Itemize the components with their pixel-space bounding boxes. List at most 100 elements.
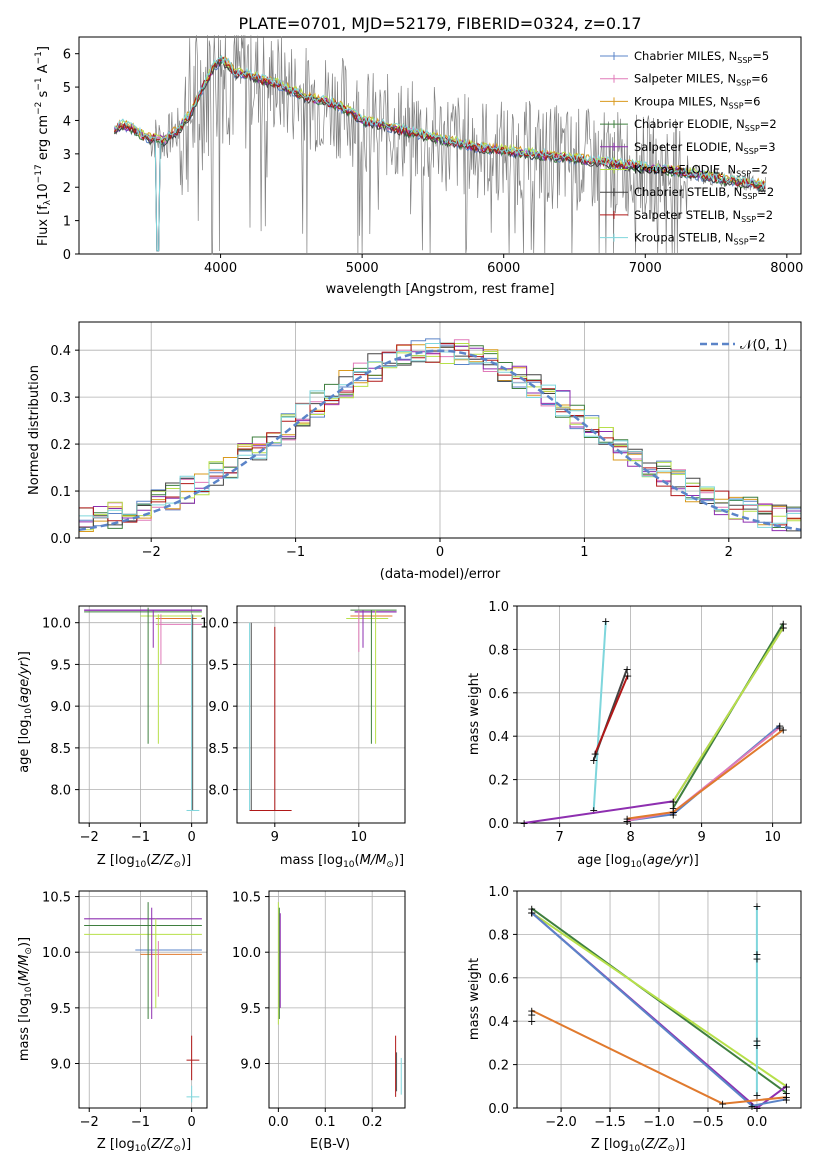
xtick-label: −1.0	[643, 1115, 675, 1130]
xtick-label: 9	[697, 830, 705, 845]
ytick-label: 10.5	[42, 891, 71, 906]
xtick-label: −2	[80, 830, 99, 845]
legend-entry-label: Chabrier MILES, N	[634, 49, 737, 63]
ytick-label: 10.5	[232, 891, 261, 906]
residuals-ticks: −2 −1 0 1 2 0.0 0.1 0.2 0.3 0.4	[50, 344, 733, 560]
mass-vs-ebv-panel: 0.0 0.1 0.2 9.0 9.5 10.0 10.5	[232, 890, 406, 1130]
xtick-label: 7	[555, 830, 563, 845]
ytick-label: 0.0	[488, 1102, 509, 1117]
spectrum-ylabel: Flux [fλ10−17 erg cm−2 s−1 A−1]	[34, 46, 53, 246]
weight-age-marker: +	[775, 719, 784, 732]
legend-entry-sub: SSP	[742, 192, 757, 201]
residuals-xlabel: (data-model)/error	[380, 567, 501, 582]
legend-entry-label: Kroupa ELODIE, N	[634, 163, 736, 177]
legend-entry-sub: SSP	[736, 79, 751, 88]
weight-age-series	[594, 675, 629, 754]
weight-Z-extra-marker: +	[752, 1035, 761, 1048]
age-vs-Z-panel: −2 −1 0 8.0 8.5 9.0 9.5 10.0	[42, 605, 208, 845]
weight-age-series	[523, 627, 785, 824]
weight-Z-marker: +	[752, 900, 761, 913]
residuals-gaussian	[78, 349, 802, 532]
legend-entry-sub: SSP	[736, 170, 751, 179]
legend-entry-tail: =2	[760, 117, 777, 131]
age-vs-Z-ylabel: age [log10(age/yr)]	[17, 651, 34, 773]
gaussian-curve	[78, 349, 802, 532]
xtick-label: −1	[131, 830, 150, 845]
weight-age-series	[592, 621, 607, 811]
xtick-label: 10	[764, 830, 781, 845]
weight-age-marker: +	[669, 806, 678, 819]
age-vs-Z-xlabel: Z [log10(Z/Z⊙)]	[97, 853, 191, 870]
ytick-label: 1.0	[488, 600, 509, 615]
weight-Z-series	[531, 911, 787, 1107]
weight-Z-extra-marker: +	[752, 948, 761, 961]
xtick-label: −0.5	[692, 1115, 724, 1130]
spectrum-ytick-label: 1	[63, 215, 71, 230]
weight-Z-extra-marker: +	[527, 1009, 536, 1022]
xtick-label: 0.0	[747, 1115, 768, 1130]
spectrum-ticks: 4000 5000 6000 7000 8000 0 1 2 3 4 5 6	[63, 48, 804, 276]
weight-age-marker: +	[775, 722, 784, 735]
legend-entry-label: Salpeter STELIB, N	[634, 208, 741, 222]
xtick-label: −1.5	[594, 1115, 626, 1130]
weight-age-marker: +	[779, 622, 788, 635]
weight-age-series	[672, 627, 785, 802]
mass-vs-Z-panel: −2 −1 0 9.0 9.5 10.0 10.5	[42, 890, 208, 1130]
weight-age-marker: +	[622, 663, 631, 676]
xtick-label: −2	[80, 1115, 99, 1130]
residuals-histogram	[78, 343, 801, 538]
weight-Z-marker: +	[752, 1089, 761, 1102]
spectrum-ytick-label: 3	[63, 148, 71, 163]
weight-Z-series	[531, 1009, 787, 1105]
ytick-label: 10.0	[42, 617, 71, 632]
weight-Z-marker: +	[782, 1087, 791, 1100]
xtick-label: 0	[187, 1115, 195, 1130]
ytick-label: 10.0	[232, 946, 261, 961]
weight-Z-extra-marker: +	[752, 952, 761, 965]
ytick-label: 0.6	[488, 972, 509, 987]
legend-entry: Kroupa ELODIE, NSSP=2	[634, 163, 768, 179]
legend-entry-label: Salpeter MILES, N	[634, 72, 736, 86]
gaussian-legend-label: 𝒩(0, 1)	[740, 338, 787, 353]
xtick-label: −2.0	[545, 1115, 577, 1130]
legend-entry-label: Salpeter ELODIE, N	[634, 140, 744, 154]
residuals-ytick-label: 0.1	[50, 485, 71, 500]
mass-vs-Z-ylabel: mass [log10(M/M⊙)]	[17, 937, 34, 1061]
weight-age-marker: +	[669, 808, 678, 821]
weight-vs-Z-ylabel: mass weight	[467, 958, 482, 1040]
weight-Z-marker: +	[527, 1004, 536, 1017]
weight-Z-marker: +	[527, 907, 536, 920]
ytick-label: 8.5	[208, 742, 229, 757]
panel-frame	[236, 605, 406, 824]
legend-entry-tail: =5	[752, 49, 769, 63]
legend-entry-sub: SSP	[741, 215, 756, 224]
panel-frame	[516, 605, 802, 824]
weight-Z-marker: +	[752, 1102, 761, 1115]
ytick-label: 10.0	[42, 946, 71, 961]
ytick-label: 0.2	[488, 774, 509, 789]
residuals-panel: −2 −1 0 1 2 0.0 0.1 0.2 0.3 0.4 𝒩(0, 1) (data-mod…	[27, 321, 802, 582]
weight-vs-Z-panel: −2.0 −1.5 −1.0 −0.5 0.00.00.20.40.60.81.0+++…	[488, 885, 802, 1130]
spectrum-ytick-label: 0	[63, 248, 71, 263]
weight-vs-age-xlabel: age [log10(age/yr)]	[577, 853, 699, 870]
residuals-ytick-label: 0.4	[50, 344, 71, 359]
figure-title: PLATE=0701, MJD=52179, FIBERID=0324, z=0…	[238, 14, 641, 33]
spectrum-ytick-label: 2	[63, 181, 71, 196]
spectrum-xtick-label: 6000	[487, 261, 520, 276]
weight-Z-marker: +	[747, 1100, 756, 1113]
weight-age-series	[626, 726, 781, 822]
legend-entry-tail: =2	[757, 185, 774, 199]
residuals-xtick-label: 1	[580, 545, 588, 560]
weight-age-marker: +	[622, 813, 631, 826]
weight-age-marker: +	[623, 669, 632, 682]
weight-Z-marker: +	[782, 1091, 791, 1104]
residuals-ylabel: Normed distribution	[27, 365, 42, 495]
legend-entry-label: Kroupa STELIB, N	[634, 231, 734, 245]
weight-Z-extra-marker: +	[527, 1015, 536, 1028]
weight-age-marker: +	[622, 815, 631, 828]
ytick-label: 0.4	[488, 730, 509, 745]
weight-vs-Z-xlabel: Z [log10(Z/Z⊙)]	[591, 1137, 685, 1154]
ytick-label: 8.0	[208, 784, 229, 799]
legend-entry-tail: =2	[756, 208, 773, 222]
